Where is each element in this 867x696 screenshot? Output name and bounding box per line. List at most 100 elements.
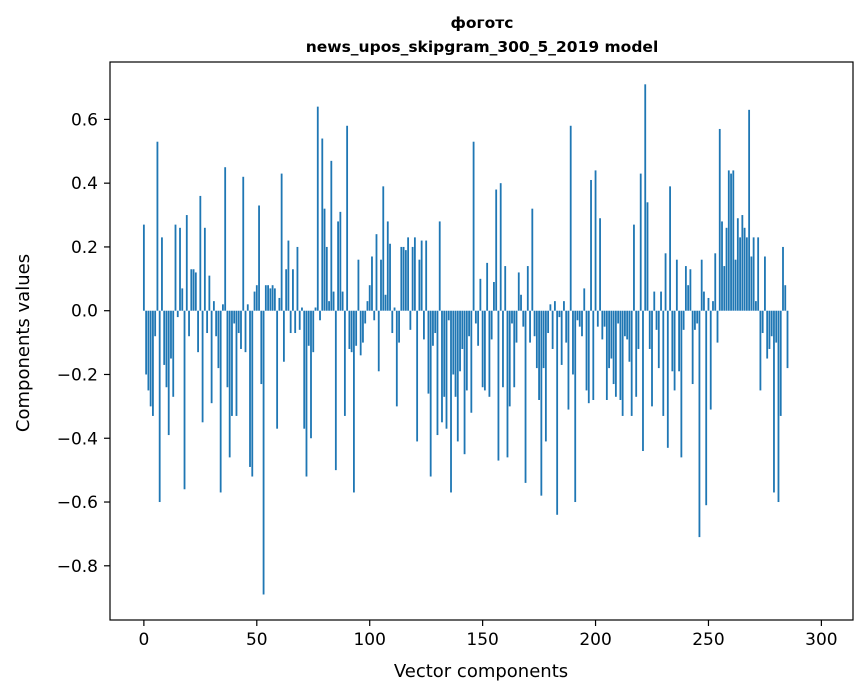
bar — [696, 310, 699, 324]
bar — [619, 310, 622, 400]
bar — [680, 310, 683, 458]
bar — [194, 272, 197, 311]
bar — [558, 310, 561, 318]
bar — [578, 310, 581, 327]
bar — [684, 266, 687, 311]
bar — [761, 310, 764, 334]
bar — [646, 202, 649, 311]
x-axis-label: Vector components — [394, 661, 568, 682]
bar — [655, 310, 658, 330]
bar — [145, 310, 148, 375]
bar — [637, 310, 640, 349]
bar — [231, 310, 233, 416]
chart-title-line2: news_upos_skipgram_300_5_2019 model — [306, 38, 659, 56]
bar — [553, 301, 556, 311]
bar — [389, 243, 391, 311]
bar — [727, 170, 730, 311]
bar — [391, 310, 394, 334]
bar — [775, 310, 778, 343]
bar — [183, 310, 186, 490]
bar — [362, 310, 364, 343]
bar — [280, 173, 283, 311]
bar — [321, 138, 324, 311]
bar — [368, 285, 371, 311]
bar — [188, 310, 190, 337]
bar — [700, 259, 703, 311]
bar — [416, 310, 419, 442]
bar — [691, 310, 694, 385]
bar — [730, 173, 732, 311]
bar — [163, 310, 166, 365]
bar — [251, 310, 254, 477]
y-tick-label: 0.2 — [71, 238, 98, 258]
bar — [569, 125, 572, 311]
bar — [185, 215, 188, 311]
bar — [217, 310, 220, 369]
x-tick-label: 250 — [692, 630, 724, 650]
bar — [357, 259, 360, 311]
bar — [330, 160, 333, 311]
bar — [262, 310, 265, 595]
x-axis-ticks: 0 50 100 150 200 250 300 — [138, 620, 838, 650]
bar — [359, 310, 362, 356]
bar — [418, 259, 421, 311]
bar — [463, 310, 466, 455]
bar — [698, 310, 701, 538]
bar — [176, 310, 179, 318]
bar — [468, 310, 470, 337]
bar — [739, 237, 741, 311]
bar — [377, 310, 380, 372]
bar — [752, 237, 755, 311]
bar — [669, 186, 671, 311]
bar — [411, 246, 414, 311]
bar — [560, 310, 563, 365]
bar — [524, 310, 527, 483]
bar — [712, 301, 714, 311]
bar — [779, 310, 782, 416]
bar — [375, 234, 378, 311]
bar — [694, 310, 696, 330]
bar — [249, 310, 251, 467]
bar — [167, 310, 170, 436]
bar — [651, 310, 653, 407]
bar — [506, 310, 509, 458]
bar — [707, 297, 710, 311]
bar — [402, 246, 405, 311]
bar — [269, 288, 272, 311]
bar — [429, 310, 432, 477]
bar — [301, 307, 303, 311]
bar — [382, 186, 385, 311]
bar — [574, 310, 577, 503]
bar — [572, 310, 574, 375]
bar — [734, 259, 737, 311]
bar — [445, 310, 448, 429]
bar — [542, 310, 545, 369]
y-tick-label: 0.6 — [71, 110, 98, 130]
bar — [504, 266, 507, 311]
bar — [461, 310, 464, 349]
bar — [323, 208, 326, 311]
bar — [156, 141, 159, 311]
bar — [660, 291, 662, 311]
bar — [199, 195, 202, 311]
bar — [413, 237, 416, 311]
bar — [533, 310, 536, 337]
x-tick-label: 150 — [466, 630, 498, 650]
bar — [596, 310, 599, 327]
bar — [759, 310, 762, 391]
bar — [253, 291, 256, 311]
bar — [709, 310, 712, 410]
bar — [170, 310, 172, 359]
bar — [689, 269, 692, 311]
bar — [703, 291, 705, 311]
bar — [226, 310, 229, 388]
bar — [590, 179, 592, 311]
bar — [626, 310, 629, 340]
bar — [628, 310, 631, 362]
bar — [576, 310, 579, 321]
bar — [705, 310, 708, 506]
y-axis-label: Components values — [13, 254, 34, 432]
bar — [497, 310, 500, 461]
bar — [325, 246, 328, 311]
bar — [642, 310, 644, 452]
